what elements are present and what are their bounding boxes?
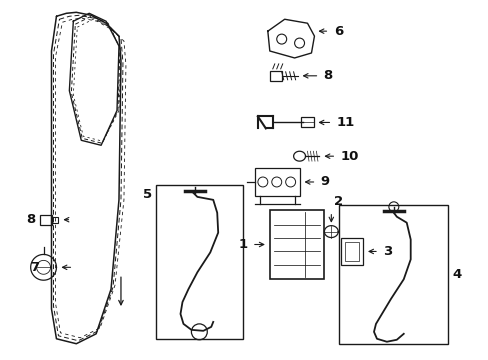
Bar	[254, 168, 299, 196]
Bar	[40, 215, 51, 225]
Text: 8: 8	[26, 213, 36, 226]
Bar	[155, 185, 243, 339]
Bar	[269, 71, 281, 81]
Text: 5: 5	[142, 188, 151, 201]
Text: 11: 11	[336, 116, 354, 129]
Bar	[300, 117, 314, 127]
Bar	[339, 205, 447, 344]
Bar	[269, 210, 324, 279]
Text: 2: 2	[334, 195, 343, 208]
Text: 9: 9	[320, 175, 329, 189]
Text: 6: 6	[334, 24, 343, 38]
Text: 3: 3	[382, 245, 391, 258]
Text: 10: 10	[340, 150, 358, 163]
Bar	[345, 242, 358, 261]
Text: 4: 4	[451, 268, 461, 281]
Text: 1: 1	[238, 238, 247, 251]
Text: 8: 8	[323, 69, 332, 82]
Text: 7: 7	[30, 261, 40, 274]
Bar	[341, 238, 362, 265]
Bar	[51, 217, 59, 223]
